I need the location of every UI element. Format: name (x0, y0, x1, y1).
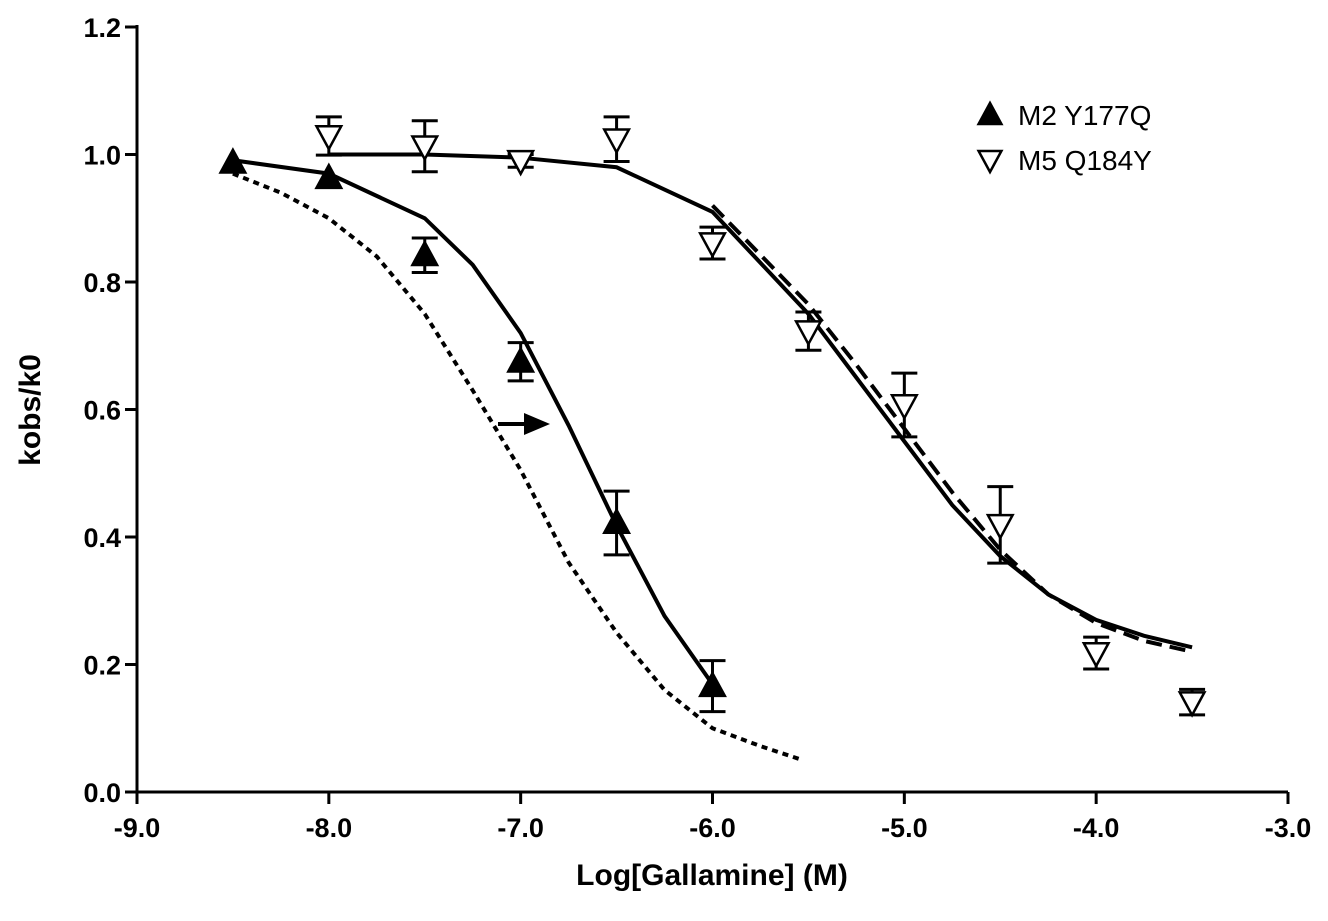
data-point (218, 147, 248, 174)
y-tick-label: 1.2 (83, 13, 121, 43)
fit-curve (232, 158, 715, 686)
data-point (506, 346, 536, 373)
x-tick-label: -4.0 (1073, 813, 1120, 843)
x-tick-label: -7.0 (497, 813, 544, 843)
y-tick-label: 0.6 (83, 396, 121, 426)
data-point (410, 135, 440, 162)
x-tick-label: -3.0 (1265, 813, 1312, 843)
y-tick-label: 0.2 (83, 651, 121, 681)
legend-label: M5 Q184Y (1018, 145, 1152, 176)
data-point (985, 513, 1015, 541)
y-tick-label: 0.8 (83, 268, 121, 298)
x-tick-label: -9.0 (114, 813, 161, 843)
x-tick-label: -6.0 (689, 813, 736, 843)
y-tick-label: 0.4 (83, 523, 121, 553)
data-point (698, 670, 727, 698)
x-axis-title: Log[Gallamine] (M) (576, 859, 848, 892)
data-point (889, 394, 919, 421)
y-tick-label: 1.0 (83, 141, 121, 171)
x-tick-label: -5.0 (881, 813, 928, 843)
y-axis-title: kobs/k0 (14, 354, 47, 466)
data-point (1081, 642, 1111, 669)
data-point (314, 162, 344, 190)
legend-marker (976, 100, 1004, 126)
data-point (506, 149, 536, 177)
data-point (698, 232, 727, 259)
data-point (793, 320, 823, 347)
data-point (410, 239, 440, 267)
legend-marker (976, 149, 1004, 175)
shift-arrow (498, 413, 550, 435)
data-point (602, 128, 632, 155)
data-point (314, 125, 344, 152)
fit-curve (232, 171, 800, 761)
data-point (602, 507, 632, 534)
legend-label: M2 Y177Q (1018, 100, 1151, 131)
fit-curve (328, 152, 1193, 650)
y-tick-label: 0.0 (83, 778, 121, 808)
fit-curve (711, 204, 1193, 654)
data-point (1177, 691, 1207, 718)
x-tick-label: -8.0 (306, 813, 353, 843)
